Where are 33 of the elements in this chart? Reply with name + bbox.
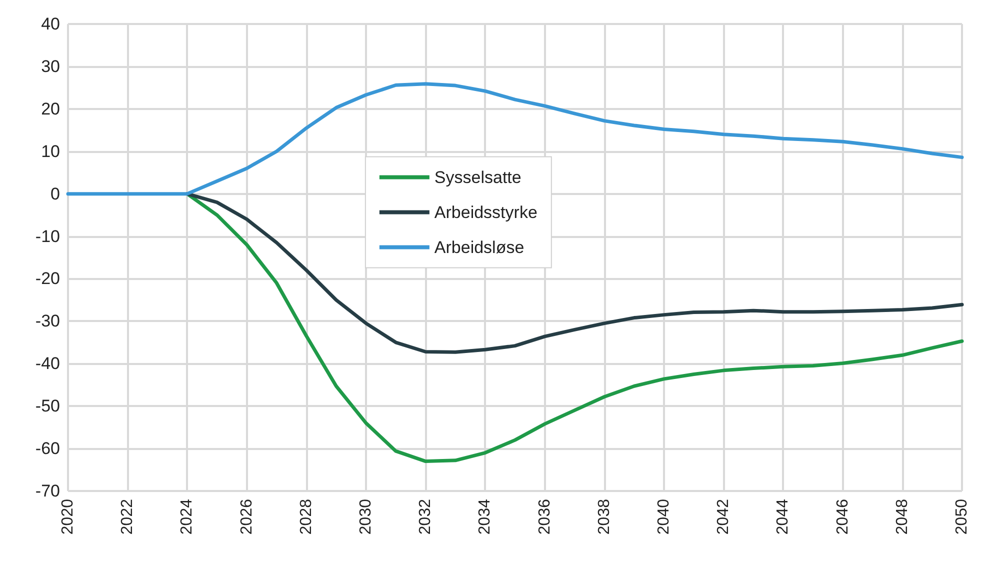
x-tick-label: 2034	[476, 498, 494, 535]
x-tick-label: 2022	[119, 498, 136, 535]
x-tick-label: 2050	[954, 498, 970, 535]
y-tick-label: 40	[41, 14, 60, 34]
y-tick-label: 0	[50, 184, 60, 204]
y-tick-label: -30	[35, 312, 60, 331]
y-tick-label: -10	[35, 226, 60, 246]
legend-label: Arbeidsløse	[434, 238, 524, 257]
x-tick-label: 2040	[656, 498, 672, 535]
x-tick-label: 2024	[178, 498, 196, 535]
x-tick-label: 2028	[298, 498, 315, 535]
y-tick-label: 30	[41, 56, 60, 76]
x-tick-label: 2020	[60, 498, 76, 535]
x-tick-label: 2038	[596, 498, 613, 535]
x-tick-label: 2046	[834, 498, 852, 535]
x-tick-label: 2030	[358, 498, 374, 535]
y-tick-label: 10	[41, 142, 60, 161]
x-tick-label: 2026	[238, 498, 256, 535]
x-tick-label: 2042	[715, 498, 732, 535]
y-tick-label: -40	[35, 354, 60, 374]
legend-label: Arbeidsstyrke	[434, 202, 538, 222]
y-tick-label: -60	[35, 439, 60, 458]
y-tick-label: -70	[35, 482, 60, 500]
x-tick-label: 2036	[536, 498, 554, 535]
line-series	[66, 82, 964, 196]
line-series	[185, 192, 964, 354]
legend-label: Sysselsatte	[434, 168, 522, 187]
y-tick-label: -20	[35, 269, 60, 288]
x-tick-label: 2048	[894, 498, 911, 535]
y-tick-label: -50	[35, 396, 60, 416]
x-tick-label: 2044	[774, 498, 792, 535]
y-tick-label: 20	[41, 99, 60, 118]
x-tick-label: 2032	[417, 498, 434, 535]
